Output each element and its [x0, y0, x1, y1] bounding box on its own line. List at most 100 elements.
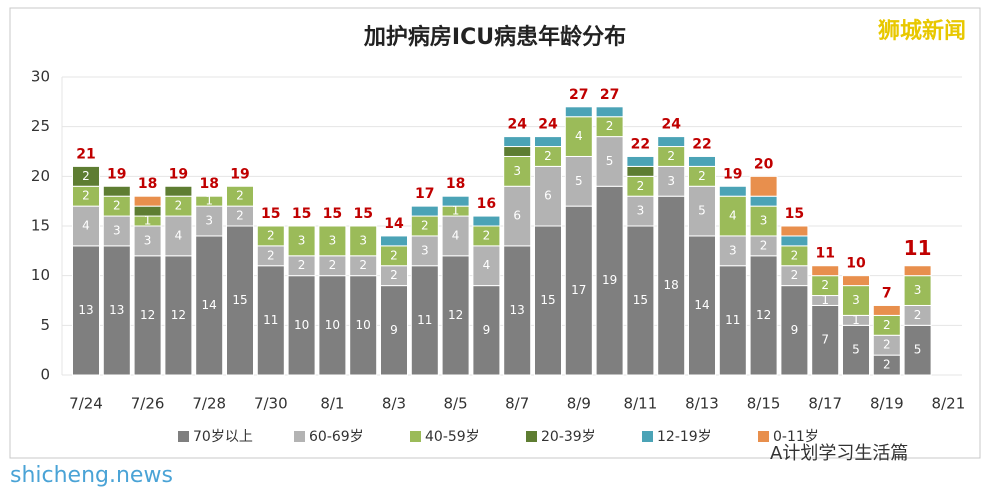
segment-label: 3 [113, 223, 121, 237]
bar-segment [349, 225, 378, 257]
segment-label: 2 [175, 199, 183, 213]
segment-label: 13 [78, 303, 93, 317]
bar-segment [226, 225, 254, 376]
bar-segment [164, 185, 193, 197]
segment-label: 5 [698, 204, 706, 218]
legend-swatch [410, 431, 421, 442]
bar-segment [688, 155, 716, 167]
bar-segment [102, 245, 131, 376]
bar-segment [780, 235, 809, 247]
total-label: 15 [323, 206, 342, 222]
bar-segment [718, 235, 747, 267]
bar-segment [318, 275, 347, 376]
legend-swatch [294, 431, 305, 442]
bar-segment [472, 285, 501, 376]
bar-segment [657, 165, 686, 197]
bar-segment [626, 165, 655, 177]
bar-segment [564, 155, 593, 207]
bar-segment [749, 175, 778, 197]
total-label: 27 [600, 87, 619, 103]
x-tick-label: 8/21 [932, 395, 966, 413]
bar-segment [903, 275, 932, 306]
segment-label: 12 [756, 308, 771, 322]
bar-segment [749, 255, 778, 376]
segment-label: 9 [483, 323, 491, 337]
legend-label: 20-39岁 [541, 429, 596, 445]
segment-label: 2 [883, 338, 891, 352]
segment-label: 1 [144, 214, 152, 228]
segment-label: 18 [664, 278, 679, 292]
bar-segment [534, 225, 562, 376]
total-label: 14 [384, 216, 404, 232]
segment-label: 3 [914, 283, 922, 297]
segment-label: 9 [390, 323, 398, 337]
bar-segment [441, 215, 470, 257]
total-label: 18 [446, 176, 465, 192]
bar-segment [195, 205, 224, 237]
segment-label: 2 [821, 278, 829, 292]
total-label: 21 [76, 146, 95, 162]
total-label: 19 [230, 166, 249, 182]
segment-label: 2 [791, 268, 799, 282]
bar-segment [626, 155, 655, 167]
segment-label: 10 [325, 318, 340, 332]
bar-segment [718, 185, 747, 197]
total-label: 16 [477, 196, 496, 212]
segment-label: 2 [883, 358, 891, 372]
total-label: 20 [754, 156, 774, 172]
segment-label: 3 [205, 214, 213, 228]
footer-right: A计划学习生活篇 [770, 443, 908, 464]
segment-label: 5 [852, 343, 860, 357]
x-tick-label: 7/24 [69, 395, 103, 413]
segment-label: 2 [82, 189, 90, 203]
bar-segment [133, 205, 162, 217]
bar-segment [503, 136, 532, 148]
bar-segment [133, 195, 162, 207]
bar-segment [595, 185, 624, 376]
bar-segment [780, 285, 809, 376]
bar-segment [226, 185, 254, 207]
segment-label: 15 [633, 293, 648, 307]
segment-label: 2 [267, 248, 275, 262]
legend-swatch [642, 431, 653, 442]
bar-segment [503, 245, 532, 376]
total-label: 24 [538, 117, 558, 133]
watermark: 狮城新闻 [878, 18, 966, 44]
segment-label: 2 [236, 189, 244, 203]
bar-segment [472, 215, 501, 227]
segment-label: 3 [329, 233, 337, 247]
total-label: 18 [138, 176, 157, 192]
legend-label: 70岁以上 [193, 429, 253, 445]
x-tick-label: 8/11 [624, 395, 658, 413]
segment-label: 2 [236, 209, 244, 223]
bar-segment [410, 235, 439, 267]
x-tick-label: 7/28 [192, 395, 226, 413]
segment-label: 5 [914, 343, 922, 357]
segment-label: 10 [356, 318, 371, 332]
segment-label: 11 [263, 313, 278, 327]
segment-label: 2 [760, 238, 768, 252]
bar-segment [903, 265, 932, 277]
segment-label: 3 [667, 174, 675, 188]
segment-label: 3 [729, 243, 737, 257]
segment-label: 3 [513, 164, 521, 178]
bar-segment [441, 195, 470, 207]
bar-segment [472, 245, 501, 287]
bar-segment [287, 275, 316, 376]
total-label: 11 [904, 236, 932, 260]
legend-swatch [526, 431, 537, 442]
x-tick-label: 8/13 [685, 395, 719, 413]
segment-label: 2 [267, 228, 275, 242]
total-label: 19 [723, 166, 742, 182]
bar-segment [102, 185, 131, 197]
segment-label: 15 [540, 293, 555, 307]
segment-label: 12 [140, 308, 155, 322]
segment-label: 5 [606, 154, 614, 168]
bar-segment [842, 285, 870, 316]
bar-segment [564, 106, 593, 118]
bar-segment [380, 235, 408, 247]
segment-label: 3 [144, 233, 152, 247]
bar-segment [842, 275, 870, 287]
total-label: 7 [882, 285, 892, 301]
bar-segment [503, 185, 532, 247]
